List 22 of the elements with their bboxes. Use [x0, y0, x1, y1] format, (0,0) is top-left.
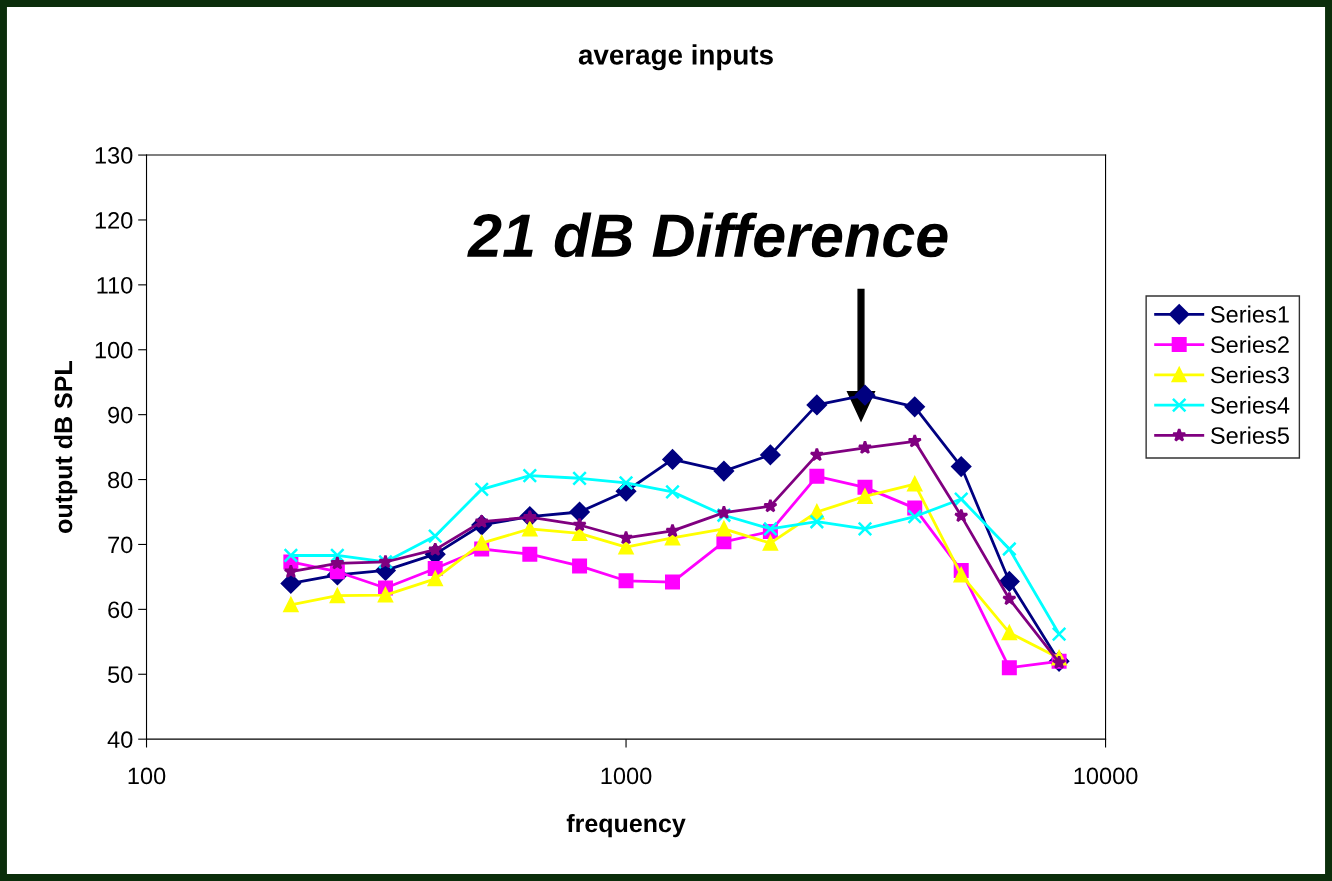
y-tick-label: 130 — [95, 147, 133, 164]
x-tick-label: 100 — [128, 767, 166, 785]
y-tick-label: 50 — [108, 666, 133, 684]
y-tick-label: 40 — [107, 731, 133, 748]
legend-label: Series5 — [1210, 426, 1289, 444]
y-tick-label: 90 — [108, 406, 133, 424]
y-tick-label: 70 — [108, 536, 133, 554]
y-tick-label: 120 — [95, 212, 133, 229]
x-tick-label: 1000 — [601, 767, 652, 785]
legend-label: Series3 — [1210, 366, 1289, 384]
y-tick-label: 80 — [108, 471, 133, 489]
legend-label: Series2 — [1210, 335, 1289, 354]
x-tick-label: 10000 — [1074, 767, 1138, 785]
chart-title: average inputs — [578, 44, 773, 71]
y-tick-label: 110 — [97, 276, 133, 294]
y-tick-label: 60 — [108, 601, 133, 619]
legend-label: Series4 — [1210, 396, 1290, 414]
y-tick-label: 100 — [95, 341, 133, 359]
y-axis-title: output dB SPL — [53, 361, 78, 533]
legend-label: Series1 — [1210, 305, 1289, 323]
x-axis-title: frequency — [566, 813, 686, 838]
annotation: 21 dB Difference — [467, 212, 948, 258]
